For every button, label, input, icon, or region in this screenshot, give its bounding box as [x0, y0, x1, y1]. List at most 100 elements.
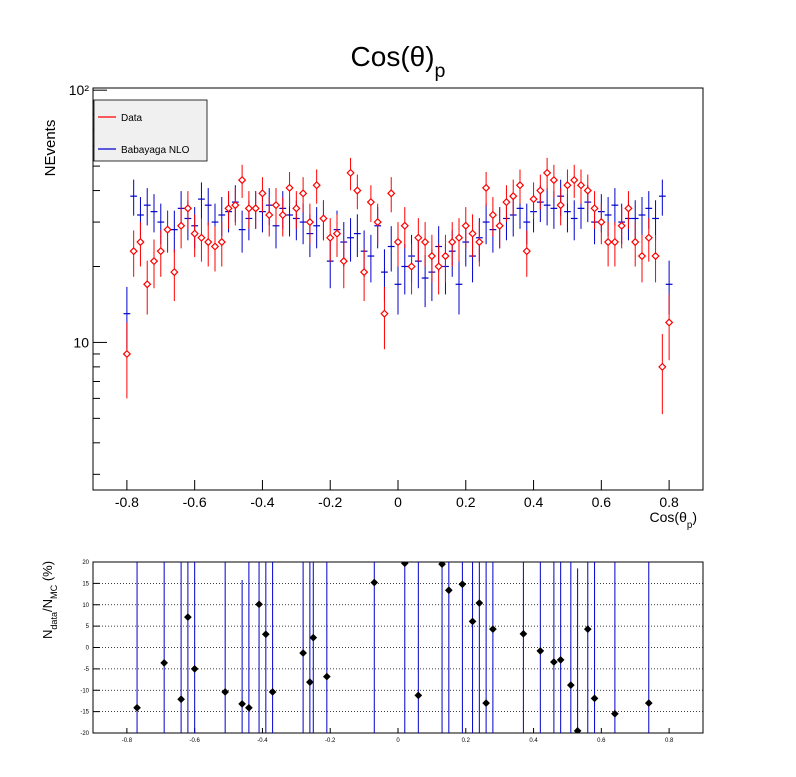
y-axis-label-part: /N [40, 599, 55, 612]
x-tick-label: -0.2 [318, 494, 342, 510]
data-point [651, 251, 660, 261]
data-point [380, 309, 389, 318]
x-axis-label-part: Cos(θ [650, 509, 688, 525]
data-point [461, 221, 470, 230]
data-point [624, 204, 633, 213]
data-point [475, 599, 484, 607]
y-axis-label: NEvents [42, 120, 59, 177]
data-point [576, 181, 586, 190]
data-point [597, 217, 606, 227]
data-point [590, 694, 599, 703]
data-point [542, 168, 552, 178]
y-tick-label: -10 [80, 688, 89, 694]
data-point [515, 181, 525, 190]
x-tick-label: 0.2 [462, 738, 471, 744]
data-point [488, 210, 498, 220]
data-point [133, 703, 141, 712]
data-point [509, 192, 518, 201]
data-point [373, 217, 382, 227]
data-point [221, 688, 230, 696]
data-point [617, 221, 626, 230]
data-point [217, 237, 226, 247]
x-tick-label: -0.8 [115, 494, 139, 510]
data-point [268, 688, 277, 696]
data-point [245, 703, 253, 712]
data-point [610, 237, 620, 247]
data-point [549, 175, 559, 185]
data-point [603, 237, 613, 247]
data-point [237, 175, 247, 185]
data-point [299, 649, 307, 657]
data-point [204, 237, 213, 247]
data-point [183, 204, 193, 213]
data-point [522, 247, 531, 256]
data-point [664, 318, 674, 327]
y-tick-label: 20 [82, 560, 89, 566]
data-point [481, 183, 491, 192]
data-point [156, 247, 165, 256]
y-axis-label-part: MC [49, 584, 59, 599]
x-axis-label-part: ) [692, 509, 697, 525]
data-point [278, 210, 287, 220]
y-tick-label: 10 [73, 334, 89, 350]
data-point [529, 194, 538, 204]
data-point [475, 237, 484, 247]
data-point [129, 247, 138, 256]
y-tick-label: 10² [69, 82, 90, 98]
x-tick-label: -0.4 [250, 494, 274, 510]
legend-label: Data [121, 113, 143, 124]
data-point [400, 221, 409, 230]
data-point [458, 580, 467, 589]
data-point [590, 204, 599, 213]
data-point [489, 625, 497, 633]
x-tick-label: 0.6 [592, 494, 612, 510]
data-point [631, 237, 640, 247]
y-axis-label-part: (%) [40, 561, 55, 585]
data-point [346, 168, 355, 178]
data-point [468, 617, 477, 626]
data-point [177, 695, 185, 704]
y-tick-label: 10 [82, 603, 89, 609]
data-point [190, 665, 199, 673]
data-point [231, 201, 240, 210]
data-point [454, 233, 464, 242]
data-point [306, 678, 314, 686]
y-tick-label: 5 [86, 624, 90, 630]
data-point [251, 204, 260, 213]
legend-label: Babayaga NLO [121, 145, 190, 156]
data-point [210, 242, 220, 251]
data-point [414, 691, 423, 700]
data-point [550, 658, 558, 666]
data-point [414, 233, 423, 242]
y-axis-label: Ndata/NMC (%) [40, 561, 59, 639]
legend-box [93, 99, 208, 162]
data-point [570, 175, 579, 185]
data-point [370, 578, 379, 587]
x-tick-label: 0.4 [529, 738, 538, 744]
data-point [444, 586, 453, 595]
data-point [482, 699, 490, 707]
data-point [322, 672, 331, 681]
data-point [563, 181, 572, 190]
data-point [566, 681, 575, 689]
data-point [427, 251, 437, 261]
x-tick-label: -0.6 [189, 738, 200, 744]
y-tick-label: 15 [82, 581, 89, 587]
data-point [305, 217, 315, 227]
data-point [136, 237, 145, 247]
data-point [261, 630, 270, 639]
plot-area [133, 562, 653, 733]
y-tick-label: -15 [80, 710, 89, 716]
data-point [309, 633, 318, 642]
data-point [149, 256, 159, 266]
data-point [160, 659, 169, 667]
y-axis-label-part: N [40, 630, 55, 639]
data-point [265, 210, 274, 220]
y-axis-label-part: NEvents [42, 120, 59, 177]
data-point [366, 197, 376, 207]
chart-title: Cos(θ)p [351, 41, 446, 82]
x-tick-label: 0.2 [456, 494, 476, 510]
x-tick-label: 0.8 [665, 738, 674, 744]
data-point [312, 181, 321, 190]
